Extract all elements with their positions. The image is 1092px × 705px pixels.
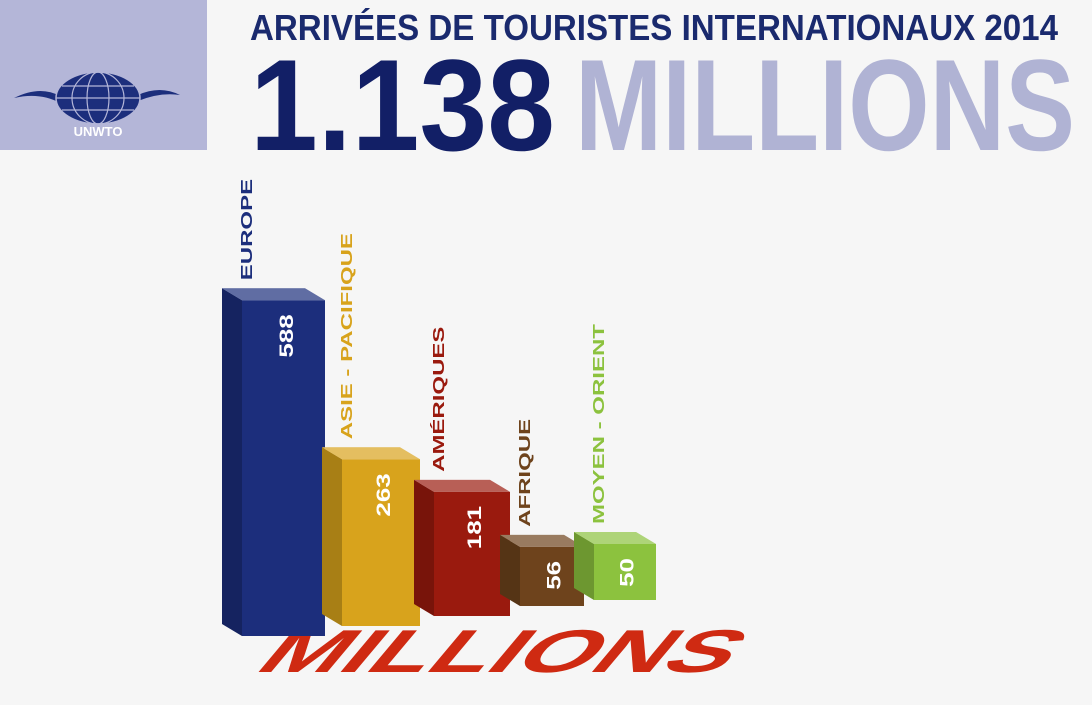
value-label: 588	[275, 314, 297, 358]
bar	[594, 544, 656, 600]
bar-side-shade	[322, 447, 342, 626]
bar-top	[574, 532, 656, 544]
bar-top-light	[574, 532, 656, 544]
bar-side-shade	[500, 534, 520, 606]
logo-emblem	[14, 71, 180, 125]
value-label: 56	[543, 561, 565, 590]
bar-top	[500, 534, 584, 547]
category-label: ASIE - PACIFIQUE	[339, 233, 356, 439]
bar-side	[322, 447, 342, 626]
bar	[520, 546, 584, 606]
bar-side-shade	[222, 288, 242, 636]
bar-top-light	[414, 479, 510, 492]
bar-side	[414, 479, 434, 616]
bar-side-shade	[574, 532, 594, 600]
value-label: 181	[463, 506, 485, 550]
value-label: 50	[615, 558, 637, 587]
bar	[434, 491, 510, 616]
headline-unit: MILLIONS	[575, 32, 1075, 178]
chart-title: ARRIVÉES DE TOURISTES INTERNATIONAUX 201…	[250, 7, 1058, 48]
bar-side	[222, 288, 242, 636]
value-label: 263	[372, 473, 394, 516]
unit-floor-label: MILLIONS	[241, 618, 768, 686]
bar-top-light	[322, 447, 420, 460]
bar-top	[322, 447, 420, 460]
category-label: MOYEN - ORIENT	[591, 323, 608, 524]
category-label: AMÉRIQUES	[430, 327, 448, 472]
bar-side	[574, 532, 594, 600]
category-label: EUROPE	[239, 179, 256, 280]
logo-text: UNWTO	[74, 124, 123, 139]
bar-top	[414, 479, 510, 492]
bar	[342, 459, 420, 626]
bar	[242, 300, 325, 636]
bar-side-shade	[414, 479, 434, 616]
headline-number: 1.138	[250, 32, 555, 178]
bar-side	[500, 534, 520, 606]
bar-top	[222, 288, 325, 301]
bar-top-light	[222, 288, 325, 301]
category-label: AFRIQUE	[517, 419, 534, 527]
bar-top-light	[500, 534, 584, 547]
